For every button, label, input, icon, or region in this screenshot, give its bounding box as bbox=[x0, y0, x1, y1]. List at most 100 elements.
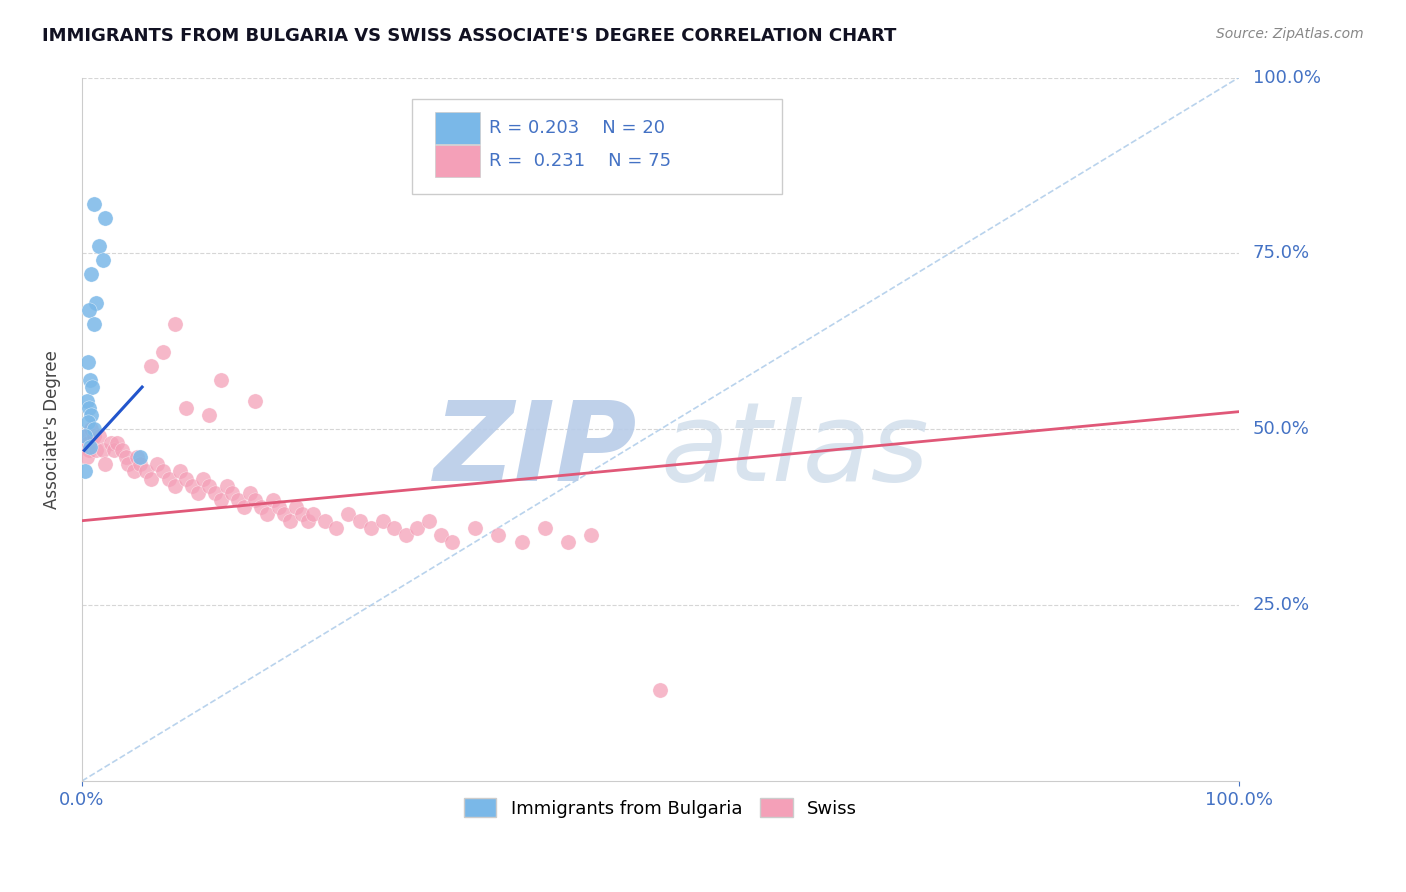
Point bbox=[76, 394, 98, 409]
Point bbox=[146, 458, 169, 472]
Point bbox=[80, 422, 103, 436]
Point bbox=[291, 507, 314, 521]
Point bbox=[79, 440, 101, 454]
Point bbox=[141, 471, 163, 485]
Point bbox=[486, 528, 509, 542]
Text: 25.0%: 25.0% bbox=[1253, 596, 1310, 614]
Text: Source: ZipAtlas.com: Source: ZipAtlas.com bbox=[1216, 27, 1364, 41]
Text: IMMIGRANTS FROM BULGARIA VS SWISS ASSOCIATE'S DEGREE CORRELATION CHART: IMMIGRANTS FROM BULGARIA VS SWISS ASSOCI… bbox=[42, 27, 897, 45]
Point bbox=[76, 415, 98, 429]
Point bbox=[187, 485, 209, 500]
Point bbox=[76, 436, 98, 450]
Point bbox=[79, 373, 101, 387]
Point bbox=[82, 380, 104, 394]
Point bbox=[169, 465, 191, 479]
Point bbox=[127, 450, 149, 465]
Point bbox=[226, 492, 249, 507]
Point bbox=[100, 436, 122, 450]
Point bbox=[111, 443, 134, 458]
Point bbox=[198, 408, 221, 422]
Point bbox=[77, 302, 100, 317]
Y-axis label: Associate's Degree: Associate's Degree bbox=[44, 350, 60, 508]
Point bbox=[510, 534, 533, 549]
Point bbox=[128, 450, 150, 465]
Point bbox=[232, 500, 254, 514]
Point bbox=[83, 422, 105, 436]
Point bbox=[371, 514, 394, 528]
Point bbox=[94, 211, 117, 226]
Point bbox=[77, 443, 100, 458]
Point bbox=[84, 443, 107, 458]
Text: R =  0.231    N = 75: R = 0.231 N = 75 bbox=[489, 153, 671, 170]
FancyBboxPatch shape bbox=[434, 112, 479, 145]
Point bbox=[76, 355, 98, 369]
Point bbox=[209, 373, 232, 387]
Text: ZIP: ZIP bbox=[433, 397, 637, 504]
Point bbox=[262, 492, 284, 507]
Text: 50.0%: 50.0% bbox=[1253, 420, 1309, 438]
Point bbox=[337, 507, 360, 521]
Point bbox=[533, 521, 555, 535]
Point bbox=[135, 465, 157, 479]
Point bbox=[273, 507, 295, 521]
Point bbox=[180, 478, 202, 492]
Point bbox=[579, 528, 602, 542]
Point bbox=[75, 429, 97, 443]
Point bbox=[395, 528, 418, 542]
Point bbox=[157, 471, 180, 485]
Point bbox=[250, 500, 273, 514]
Point bbox=[418, 514, 440, 528]
Point bbox=[464, 521, 486, 535]
Point bbox=[89, 429, 111, 443]
Point bbox=[441, 534, 464, 549]
Point bbox=[650, 682, 672, 697]
Point bbox=[349, 514, 371, 528]
Point bbox=[245, 394, 267, 409]
Text: 100.0%: 100.0% bbox=[1253, 69, 1320, 87]
Point bbox=[83, 197, 105, 211]
Point bbox=[115, 450, 138, 465]
Point bbox=[122, 465, 145, 479]
Text: atlas: atlas bbox=[661, 397, 929, 504]
Point bbox=[245, 492, 267, 507]
Point bbox=[302, 507, 325, 521]
Point bbox=[256, 507, 278, 521]
Point bbox=[360, 521, 382, 535]
Point bbox=[128, 458, 150, 472]
Point bbox=[557, 534, 579, 549]
Point bbox=[174, 471, 197, 485]
Point bbox=[83, 317, 105, 331]
FancyBboxPatch shape bbox=[412, 99, 782, 194]
Point bbox=[91, 253, 114, 268]
Point bbox=[152, 465, 174, 479]
Point bbox=[285, 500, 308, 514]
Point bbox=[141, 359, 163, 373]
Point bbox=[89, 239, 111, 253]
Point bbox=[198, 478, 221, 492]
Point bbox=[221, 485, 243, 500]
Point bbox=[80, 268, 103, 282]
Text: 75.0%: 75.0% bbox=[1253, 244, 1310, 262]
Point bbox=[103, 443, 125, 458]
Point bbox=[84, 295, 107, 310]
Point bbox=[382, 521, 405, 535]
Point bbox=[193, 471, 215, 485]
Point bbox=[77, 401, 100, 416]
Point bbox=[278, 514, 301, 528]
Point bbox=[75, 429, 97, 443]
Point bbox=[406, 521, 429, 535]
Point bbox=[163, 317, 186, 331]
Point bbox=[174, 401, 197, 416]
Point bbox=[94, 458, 117, 472]
Point bbox=[75, 465, 97, 479]
Point bbox=[152, 344, 174, 359]
Point bbox=[429, 528, 451, 542]
Point bbox=[163, 478, 186, 492]
Point bbox=[80, 408, 103, 422]
Point bbox=[76, 450, 98, 465]
Point bbox=[239, 485, 262, 500]
Point bbox=[325, 521, 347, 535]
Point bbox=[314, 514, 336, 528]
Point bbox=[267, 500, 290, 514]
Text: R = 0.203    N = 20: R = 0.203 N = 20 bbox=[489, 120, 665, 137]
